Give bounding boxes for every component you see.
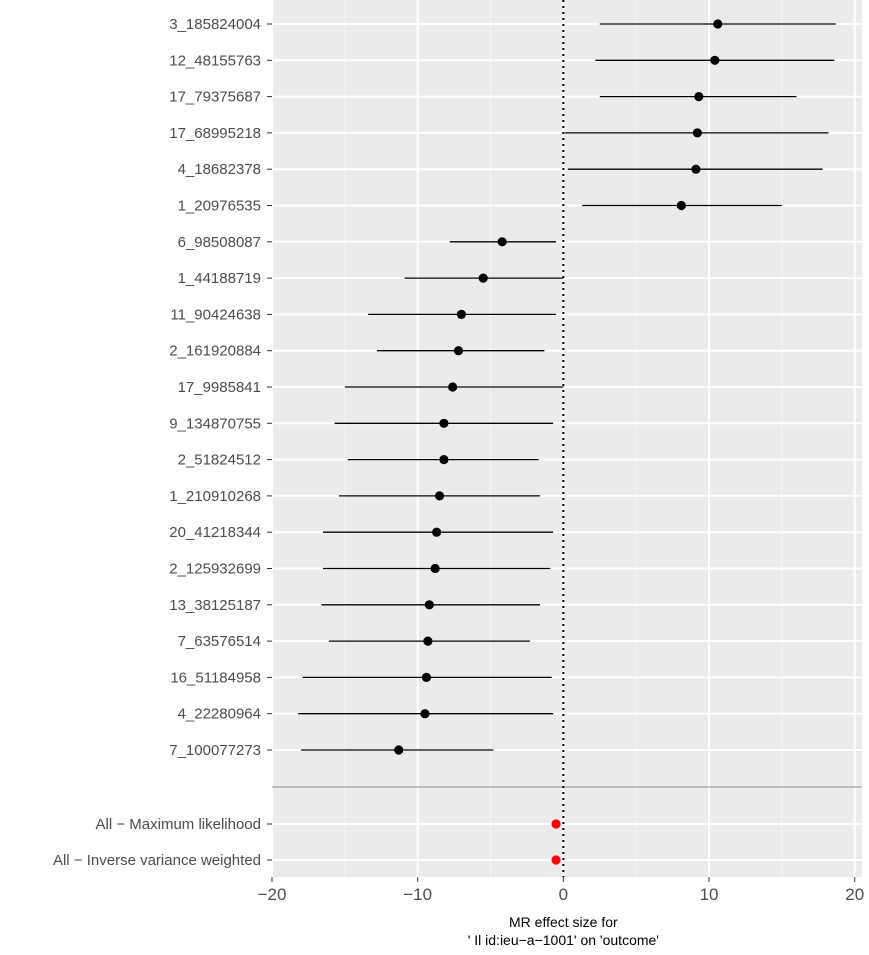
y-tick-label: 20_41218344 (169, 524, 261, 541)
y-tick-label: 6_98508087 (178, 234, 261, 251)
y-tick-label: 1_210910268 (169, 488, 261, 505)
effect-point (692, 128, 702, 138)
y-tick-label: All − Inverse variance weighted (53, 852, 261, 869)
effect-point (434, 491, 445, 501)
effect-point (713, 19, 723, 29)
effect-point (394, 745, 404, 755)
effect-point (423, 636, 433, 646)
y-tick-label: 7_63576514 (178, 633, 261, 650)
y-tick-label: 11_90424638 (170, 306, 261, 323)
y-tick-label: 17_79375687 (169, 89, 261, 106)
minor-gridlines (344, 0, 783, 877)
effect-point (691, 164, 701, 174)
effect-point (456, 309, 466, 319)
effect-point (432, 527, 442, 537)
y-tick-label: 1_44188719 (178, 270, 261, 287)
x-axis-title-line1: MR effect size for (509, 914, 618, 930)
y-axis-labels: 3_185824004 12_48155763 17_79375687 17_6899… (53, 16, 272, 869)
effect-point (551, 819, 561, 829)
y-tick-label: 2_51824512 (178, 452, 261, 469)
effect-point (424, 600, 434, 610)
x-axis-title-line2: ' Il id:ieu−a−1001' on 'outcome' (468, 932, 659, 948)
y-tick-label: 7_100077273 (169, 742, 261, 759)
y-tick-label: 3_185824004 (169, 16, 261, 33)
x-tick-label: −20 (258, 885, 287, 904)
x-tick-label: −10 (403, 885, 432, 904)
x-axis: −20 −10 0 10 20 (258, 877, 864, 904)
x-tick-label: 20 (845, 885, 864, 904)
y-tick-label: 2_161920884 (169, 343, 261, 360)
effect-point (439, 455, 449, 465)
y-tick-label: 17_9985841 (178, 379, 261, 396)
y-tick-label: All − Maximum likelihood (96, 816, 261, 833)
y-tick-label: 13_38125187 (169, 597, 261, 614)
effect-point (694, 92, 704, 102)
effect-point (453, 346, 464, 356)
effect-point (478, 273, 488, 283)
y-tick-label: 12_48155763 (169, 52, 261, 69)
y-tick-label: 16_51184958 (170, 669, 261, 686)
y-tick-label: 4_22280964 (178, 706, 261, 723)
effect-point (430, 563, 440, 574)
y-tick-label: 1_20976535 (178, 198, 261, 215)
x-tick-label: 10 (700, 885, 719, 904)
effect-points (394, 19, 723, 865)
effect-point (676, 200, 686, 211)
effect-point (420, 709, 430, 719)
effect-point (439, 418, 449, 428)
effect-point (551, 855, 561, 865)
plot-panel (272, 0, 862, 877)
y-tick-label: 2_125932699 (169, 561, 261, 578)
y-tick-label: 9_134870755 (169, 415, 261, 432)
effect-point (421, 672, 432, 683)
y-tick-label: 17_68995218 (169, 125, 261, 142)
effect-point (448, 382, 458, 392)
effect-point (710, 55, 720, 65)
effect-point (497, 237, 507, 247)
y-tick-label: 4_18682378 (178, 161, 261, 178)
x-tick-label: 0 (559, 885, 568, 904)
